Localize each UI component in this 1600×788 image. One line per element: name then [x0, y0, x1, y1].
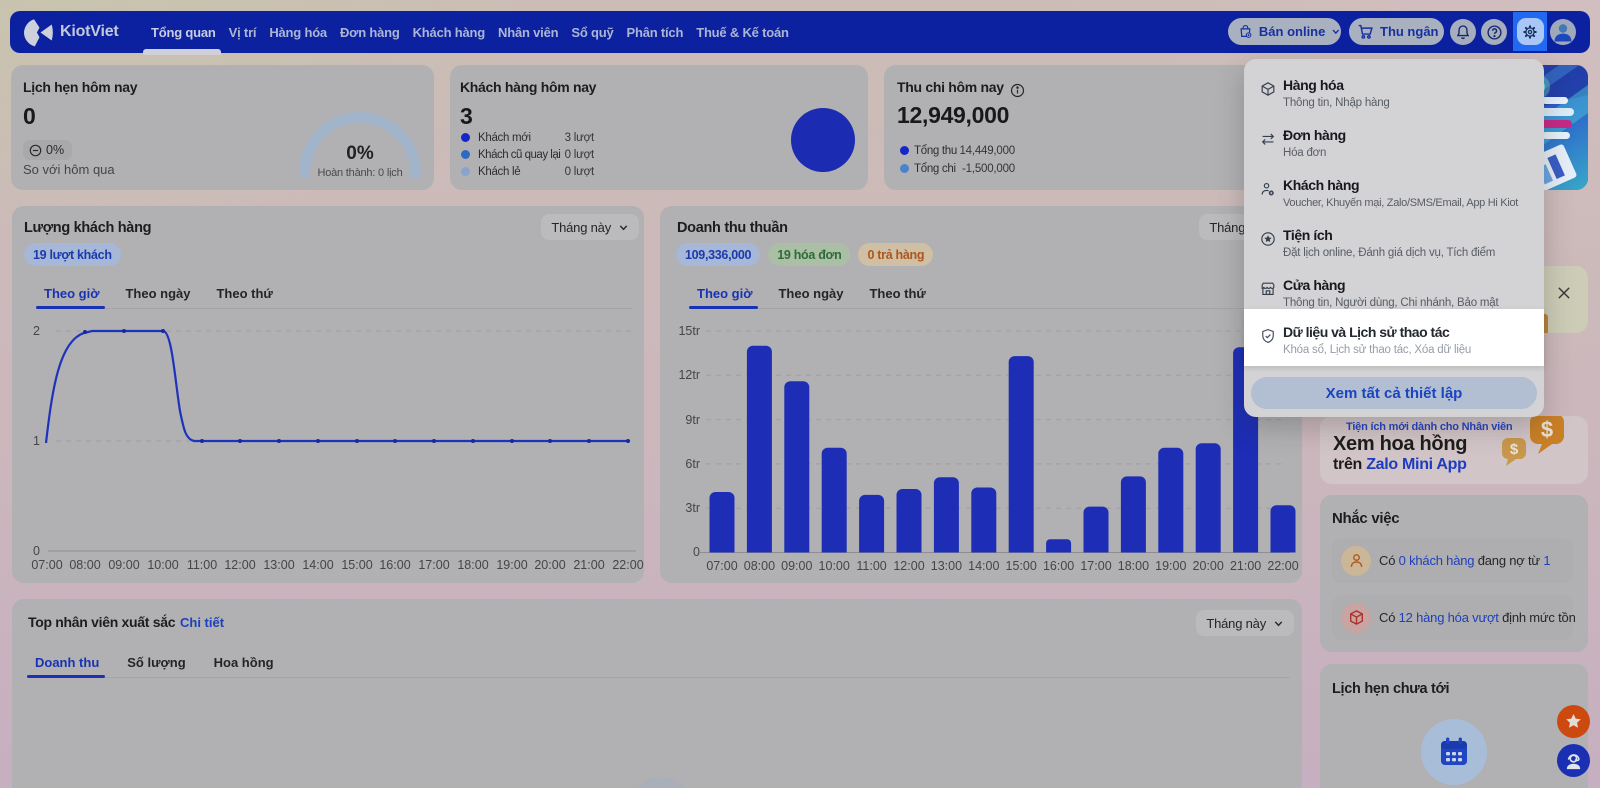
svg-text:2: 2 — [33, 324, 40, 338]
svg-text:6tr: 6tr — [685, 457, 700, 471]
svg-text:08:00: 08:00 — [69, 558, 100, 572]
svg-text:21:00: 21:00 — [1230, 559, 1261, 573]
svg-text:1: 1 — [33, 434, 40, 448]
svg-text:$: $ — [1510, 441, 1519, 458]
svg-text:11:00: 11:00 — [187, 558, 217, 572]
svg-text:10:00: 10:00 — [819, 559, 850, 573]
svg-text:20:00: 20:00 — [1193, 559, 1224, 573]
svg-text:20:00: 20:00 — [534, 558, 565, 572]
svg-text:16:00: 16:00 — [379, 558, 410, 572]
svg-text:14:00: 14:00 — [302, 558, 333, 572]
svg-text:17:00: 17:00 — [418, 558, 449, 572]
svg-text:15:00: 15:00 — [1006, 559, 1037, 573]
svg-text:0: 0 — [693, 545, 700, 559]
svg-text:18:00: 18:00 — [457, 558, 488, 572]
svg-text:14:00: 14:00 — [968, 559, 999, 573]
svg-text:08:00: 08:00 — [744, 559, 775, 573]
svg-text:19:00: 19:00 — [1155, 559, 1186, 573]
svg-text:10:00: 10:00 — [147, 558, 178, 572]
svg-text:12:00: 12:00 — [224, 558, 255, 572]
svg-text:13:00: 13:00 — [931, 559, 962, 573]
svg-text:3tr: 3tr — [685, 501, 700, 515]
svg-text:07:00: 07:00 — [31, 558, 62, 572]
svg-text:0: 0 — [33, 544, 40, 558]
svg-text:22:00: 22:00 — [612, 558, 643, 572]
svg-text:12:00: 12:00 — [893, 559, 924, 573]
svg-text:17:00: 17:00 — [1080, 559, 1111, 573]
svg-text:09:00: 09:00 — [108, 558, 139, 572]
svg-text:21:00: 21:00 — [573, 558, 604, 572]
svg-text:11:00: 11:00 — [856, 559, 886, 573]
svg-text:09:00: 09:00 — [781, 559, 812, 573]
svg-text:19:00: 19:00 — [496, 558, 527, 572]
svg-text:15:00: 15:00 — [341, 558, 372, 572]
svg-text:18:00: 18:00 — [1118, 559, 1149, 573]
svg-text:22:00: 22:00 — [1267, 559, 1298, 573]
svg-text:13:00: 13:00 — [263, 558, 294, 572]
svg-text:12tr: 12tr — [678, 368, 700, 382]
svg-text:16:00: 16:00 — [1043, 559, 1074, 573]
svg-text:07:00: 07:00 — [706, 559, 737, 573]
svg-text:15tr: 15tr — [678, 324, 700, 338]
svg-text:$: $ — [1541, 417, 1553, 442]
svg-text:9tr: 9tr — [685, 413, 700, 427]
